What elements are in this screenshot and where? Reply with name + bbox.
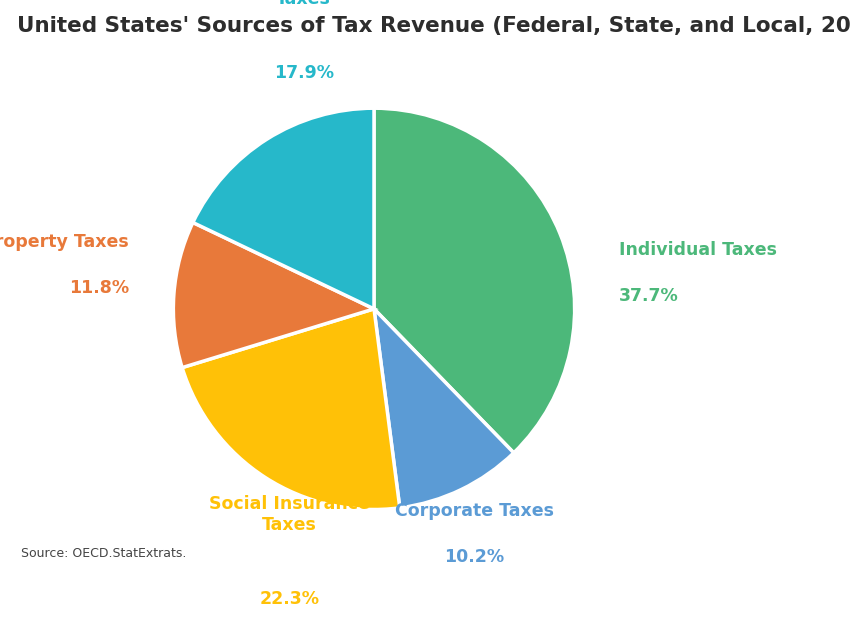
Wedge shape [193,108,374,309]
Text: Property Taxes: Property Taxes [0,233,129,251]
Text: Source: OECD.StatExtrats.: Source: OECD.StatExtrats. [21,547,187,560]
Text: 10.2%: 10.2% [445,548,504,566]
Wedge shape [173,222,374,368]
Text: 37.7%: 37.7% [619,287,678,304]
Wedge shape [374,108,575,453]
Text: 22.3%: 22.3% [260,590,320,608]
Text: Individual Taxes: Individual Taxes [619,241,777,259]
Text: Consumption
Taxes: Consumption Taxes [240,0,368,8]
Text: @TaxFoundation: @TaxFoundation [696,602,837,617]
Text: Social Insurance
Taxes: Social Insurance Taxes [209,495,370,534]
Text: 11.8%: 11.8% [69,279,129,297]
Text: Corporate Taxes: Corporate Taxes [394,501,554,520]
Wedge shape [374,309,513,508]
Text: TAX FOUNDATION: TAX FOUNDATION [13,602,165,617]
Wedge shape [182,309,400,510]
Text: United States' Sources of Tax Revenue (Federal, State, and Local, 2012): United States' Sources of Tax Revenue (F… [17,16,850,36]
Text: 17.9%: 17.9% [274,64,334,82]
